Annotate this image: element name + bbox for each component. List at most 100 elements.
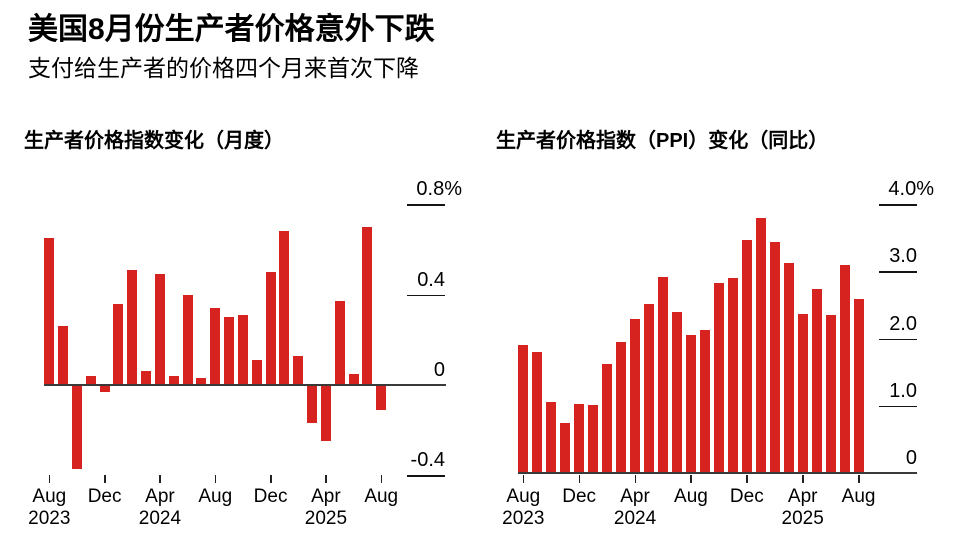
- y-axis-label: 0: [905, 447, 917, 469]
- bar-dec-2023: [99, 385, 110, 392]
- chart-yoy-plot: 4.0% 3.0 2.0 1.0 0 Aug 2023 Dec Apr 2024 Aug Dec Apr…: [496, 165, 948, 543]
- bar-sep-2023: [532, 351, 543, 473]
- bar-aug-2023: [518, 345, 529, 473]
- bar-jul-2025: [362, 226, 373, 385]
- x-axis-tick: [270, 475, 272, 483]
- bar-nov-2024: [727, 277, 738, 473]
- bar-aug-2025: [376, 385, 387, 410]
- bar-feb-2025: [769, 242, 780, 473]
- y-axis-label: -0.4: [410, 449, 445, 472]
- x-axis-tick: [159, 475, 161, 483]
- bar-may-2025: [334, 301, 345, 385]
- chart-panel-yoy: 生产者价格指数（PPI）变化（同比） 4.0% 3.0 2.0 1.0 0 Aug 2023…: [496, 120, 956, 543]
- bar-jun-2025: [825, 314, 836, 473]
- bar-nov-2024: [251, 360, 262, 385]
- bar-sep-2023: [58, 326, 69, 385]
- bar-aug-2025: [853, 299, 864, 473]
- bar-may-2024: [168, 375, 179, 385]
- x-axis-year-label: 2023: [502, 508, 545, 529]
- y-axis-label: 0.4: [417, 268, 445, 291]
- bar-jun-2025: [348, 373, 359, 385]
- x-axis-month-label: Apr: [145, 486, 175, 507]
- x-axis-tick: [802, 475, 804, 483]
- bar-oct-2023: [71, 385, 82, 469]
- y-gridline: [879, 204, 917, 206]
- zero-axis-line: [518, 472, 917, 474]
- x-axis-tick: [746, 475, 748, 483]
- x-axis-month-label: Dec: [729, 486, 764, 507]
- bar-aug-2024: [685, 335, 696, 473]
- bar-oct-2024: [237, 315, 248, 385]
- bar-apr-2025: [797, 313, 808, 473]
- bar-aug-2023: [44, 238, 55, 385]
- bar-jan-2025: [755, 218, 766, 473]
- bar-oct-2023: [546, 402, 557, 473]
- bar-may-2024: [644, 303, 655, 473]
- x-axis-month-label: Aug: [32, 486, 67, 507]
- x-axis-month-label: Dec: [87, 486, 122, 507]
- bar-dec-2023: [574, 403, 585, 473]
- x-axis-tick: [325, 475, 327, 483]
- x-axis-tick: [690, 475, 692, 483]
- bar-mar-2025: [783, 262, 794, 473]
- bar-mar-2025: [307, 385, 318, 424]
- bar-jul-2024: [671, 312, 682, 473]
- x-axis-month-label: Aug: [506, 486, 541, 507]
- page-subtitle: 支付给生产者的价格四个月来首次下降: [28, 55, 419, 81]
- bar-nov-2023: [85, 375, 96, 385]
- x-axis-year-label: 2024: [613, 508, 657, 529]
- x-axis-tick: [48, 475, 51, 483]
- x-axis-month-label: Dec: [562, 486, 597, 507]
- bar-may-2025: [811, 289, 822, 473]
- x-axis-tick: [104, 475, 106, 483]
- x-axis-year-label: 2024: [138, 508, 182, 529]
- bar-sep-2024: [699, 329, 710, 473]
- page-title: 美国8月份生产者价格意外下跌: [28, 13, 435, 46]
- x-axis-tick: [522, 475, 525, 483]
- bar-apr-2025: [320, 385, 331, 442]
- bar-jan-2025: [279, 231, 290, 385]
- bar-jul-2025: [839, 265, 850, 473]
- x-axis-month-label: Apr: [787, 486, 818, 507]
- bar-nov-2023: [560, 422, 571, 473]
- x-axis-month-label: Aug: [364, 486, 399, 507]
- bar-aug-2024: [210, 308, 221, 385]
- x-axis-month-label: Aug: [198, 486, 233, 507]
- bar-jun-2024: [182, 294, 193, 385]
- chart-monthly-title: 生产者价格指数变化（月度）: [24, 130, 284, 152]
- x-axis-tick: [214, 475, 217, 483]
- bar-dec-2024: [265, 272, 276, 385]
- y-axis-label: 3.0: [889, 245, 917, 268]
- bar-feb-2025: [293, 355, 304, 385]
- y-axis-label: 0.8%: [416, 178, 462, 201]
- bar-jan-2024: [588, 405, 599, 473]
- zero-axis-line: [44, 384, 446, 386]
- x-axis-year-label: 2025: [304, 508, 348, 529]
- x-axis-month-label: Aug: [841, 486, 876, 507]
- bar-mar-2024: [141, 371, 152, 385]
- x-axis-tick: [634, 475, 637, 483]
- bar-feb-2024: [602, 364, 613, 473]
- bar-oct-2024: [713, 283, 724, 473]
- y-gridline: [879, 405, 917, 408]
- x-axis-year-label: 2023: [28, 508, 71, 529]
- y-axis-label: 0: [433, 359, 445, 381]
- x-axis-month-label: Dec: [253, 486, 288, 507]
- bar-feb-2024: [127, 269, 138, 385]
- x-axis-month-label: Aug: [674, 486, 708, 507]
- bar-jan-2024: [113, 303, 124, 385]
- bar-jun-2024: [658, 276, 668, 473]
- y-gridline: [879, 338, 917, 340]
- bar-sep-2024: [224, 317, 235, 385]
- chart-monthly-plot: 0.8% 0.4 0 -0.4 Aug 2023 Dec Apr 2024 Aug Dec Apr 20…: [24, 165, 476, 543]
- bar-apr-2024: [154, 274, 165, 385]
- y-axis-label: 2.0: [889, 312, 917, 335]
- y-gridline: [879, 271, 917, 273]
- x-axis-tick: [578, 475, 581, 483]
- y-axis-label: 4.0%: [888, 178, 934, 200]
- y-gridline: [407, 204, 445, 206]
- x-axis-month-label: Apr: [620, 486, 650, 507]
- bar-mar-2024: [616, 341, 627, 473]
- x-axis-year-label: 2025: [781, 508, 824, 529]
